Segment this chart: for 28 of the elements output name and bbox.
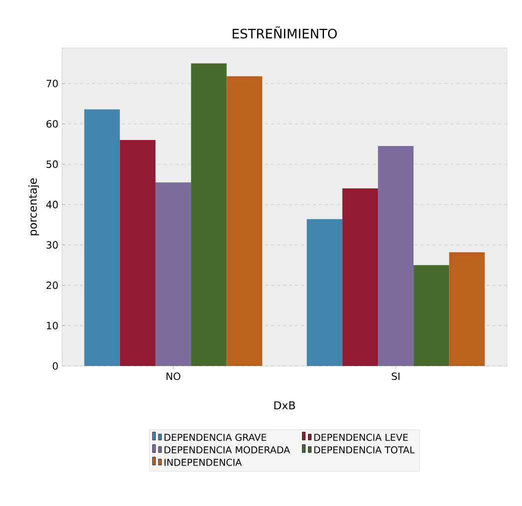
bar — [378, 146, 414, 366]
y-tick-label: 60 — [46, 120, 58, 128]
chart-title: ESTREÑIMIENTO — [232, 26, 337, 38]
bar — [414, 265, 450, 366]
bar — [449, 252, 485, 366]
y-tick-label: 30 — [46, 241, 58, 249]
x-tick-label: SI — [392, 372, 400, 380]
legend-label: DEPENDENCIA TOTAL — [314, 446, 415, 454]
bar — [342, 188, 378, 366]
legend-label: DEPENDENCIA GRAVE — [164, 434, 266, 441]
bar — [155, 182, 192, 366]
y-tick-label: 50 — [46, 160, 58, 168]
bar — [306, 219, 342, 366]
x-tick-label: NO — [166, 372, 180, 380]
legend-label: DEPENDENCIA LEVE — [314, 434, 408, 441]
legend-title: DxB — [274, 401, 295, 410]
y-tick-label: 70 — [46, 80, 58, 88]
bar — [191, 63, 227, 366]
y-tick-label: 40 — [46, 200, 58, 208]
bar — [226, 76, 262, 366]
bar — [120, 140, 156, 366]
legend-label: DEPENDENCIA MODERADA — [164, 446, 290, 454]
y-axis-title: porcentaje — [28, 178, 39, 236]
bar — [84, 109, 120, 366]
y-tick-label: 0 — [52, 362, 58, 370]
legend-label: INDEPENDENCIA — [164, 458, 242, 466]
y-tick-label: 10 — [46, 322, 58, 330]
y-tick-label: 20 — [46, 282, 58, 290]
